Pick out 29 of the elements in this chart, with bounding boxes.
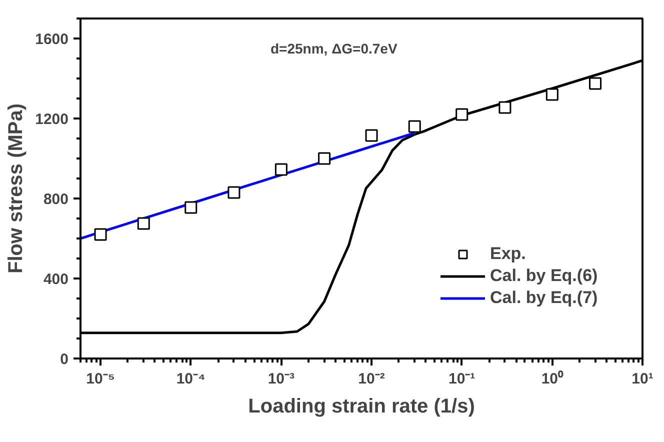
annotation: d=25nm, ΔG=0.7eV	[270, 40, 398, 56]
point	[365, 129, 378, 142]
x-tick-label: 10⁻⁴	[176, 370, 206, 388]
point	[228, 186, 240, 199]
point	[184, 201, 198, 214]
x-tick-label: 10⁻²	[358, 370, 385, 388]
legend-label: Exp.	[490, 244, 526, 264]
y-tick-label: 0	[60, 351, 68, 368]
point	[274, 163, 288, 176]
point	[408, 120, 421, 133]
point	[546, 88, 558, 101]
x-tick-label: 10⁻⁵	[86, 370, 115, 388]
x-tick-label: 10⁻³	[268, 370, 295, 388]
point	[94, 228, 107, 241]
y-tick-label: 400	[43, 271, 69, 288]
y-axis-title: Flow stress (MPa)	[5, 103, 28, 274]
x-tick-label: 10¹	[632, 370, 654, 388]
y-tick-label: 800	[43, 191, 69, 208]
legend-label: Cal. by Eq.(7)	[490, 288, 598, 308]
x-tick-label: 10⁰	[541, 370, 564, 388]
point	[456, 108, 468, 121]
point	[589, 77, 602, 90]
y-tick-label: 1200	[35, 111, 69, 128]
point	[318, 152, 331, 165]
x-axis-title: Loading strain rate (1/s)	[248, 396, 475, 418]
x-tick-label: 10⁻¹	[448, 370, 476, 388]
point	[498, 101, 512, 114]
legend-label: Cal. by Eq.(6)	[490, 266, 598, 286]
y-tick-label: 1600	[35, 31, 69, 48]
